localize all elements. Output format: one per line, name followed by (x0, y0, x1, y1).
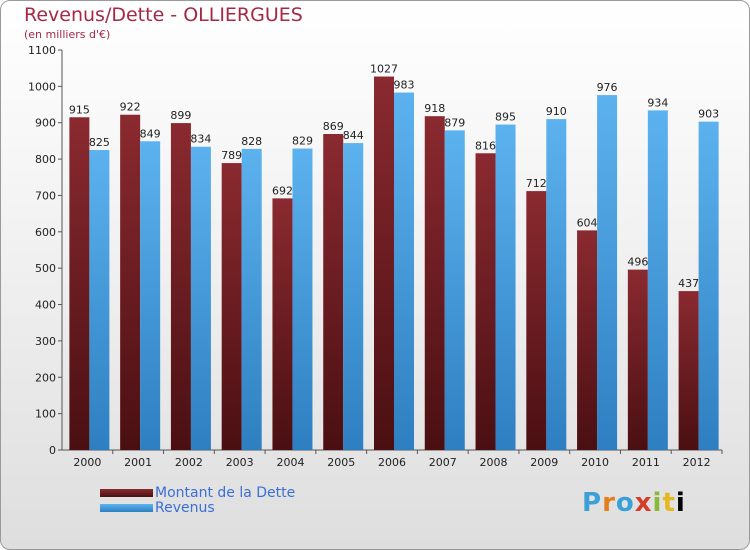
bar-revenue (241, 148, 262, 450)
legend-swatch-revenue (100, 504, 153, 512)
bar-debt (170, 123, 191, 450)
bar-revenue (190, 146, 211, 450)
data-label-debt: 604 (577, 216, 598, 229)
bar-debt (374, 76, 394, 450)
x-tick-label: 2002 (175, 456, 203, 469)
data-label-revenue: 829 (292, 135, 313, 148)
x-tick-label: 2007 (429, 456, 457, 469)
data-label-debt: 692 (272, 184, 293, 197)
bar-debt (577, 230, 598, 450)
y-tick-label: 200 (35, 371, 56, 384)
data-label-revenue: 934 (647, 96, 668, 109)
bar-debt (475, 153, 496, 451)
bar-debt (678, 291, 699, 450)
x-tick-label: 2012 (683, 456, 711, 469)
chart-axes: 0 100 200 300 400 500 600 700 800 900 1000 1100 2000… (28, 44, 723, 469)
bar-revenue (647, 110, 668, 450)
bar-debt (424, 116, 445, 450)
data-label-revenue: 844 (343, 129, 364, 142)
legend-label-debt: Montant de la Dette (155, 485, 296, 501)
bar-debt (526, 191, 547, 450)
x-tick-label: 2009 (530, 456, 558, 469)
chart-title: Revenus/Dette - OLLIERGUES (24, 4, 303, 26)
data-label-revenue: 983 (394, 79, 415, 92)
data-label-debt: 899 (170, 109, 191, 122)
bar-debt (627, 269, 648, 450)
x-tick-label: 2005 (327, 456, 355, 469)
y-tick-label: 1000 (28, 80, 56, 93)
y-tick-label: 1100 (28, 44, 56, 57)
data-label-debt: 918 (424, 102, 445, 115)
x-tick-label: 2004 (276, 456, 304, 469)
y-tick-label: 500 (35, 262, 56, 275)
bar-revenue (597, 95, 618, 450)
bar-debt (120, 114, 141, 451)
bar-debt (69, 117, 90, 450)
y-tick-label: 800 (35, 153, 56, 166)
bar-debt (323, 134, 344, 450)
data-label-debt: 816 (475, 139, 496, 152)
data-label-revenue: 825 (89, 136, 110, 149)
x-tick-label: 2006 (378, 456, 406, 469)
y-tick-label: 0 (49, 444, 56, 457)
data-label-debt: 437 (678, 277, 699, 290)
bar-debt (272, 198, 293, 450)
x-tick-label: 2000 (73, 456, 101, 469)
legend-label-revenue: Revenus (155, 500, 215, 516)
data-label-debt: 496 (627, 256, 648, 269)
data-label-revenue: 910 (546, 105, 567, 118)
bar-revenue (444, 130, 465, 450)
bar-revenue (140, 141, 161, 451)
x-tick-label: 2011 (632, 456, 660, 469)
proxiti-logo: Proxiti (582, 488, 686, 518)
x-tick-label: 2010 (581, 456, 609, 469)
y-tick-label: 600 (35, 226, 56, 239)
bar-revenue (698, 121, 719, 451)
bar-revenue (343, 143, 364, 450)
data-label-debt: 789 (221, 149, 242, 162)
data-label-revenue: 895 (495, 111, 516, 124)
chart-subtitle: (en milliers d'€) (24, 28, 111, 41)
data-label-revenue: 903 (698, 108, 719, 121)
data-label-revenue: 834 (190, 133, 211, 146)
data-label-debt: 712 (526, 177, 547, 190)
data-label-debt: 869 (323, 120, 344, 133)
x-tick-label: 2003 (226, 456, 254, 469)
y-tick-label: 700 (35, 189, 56, 202)
x-tick-label: 2008 (480, 456, 508, 469)
data-label-debt: 922 (120, 101, 141, 114)
y-tick-label: 300 (35, 335, 56, 348)
y-tick-label: 400 (35, 299, 56, 312)
bar-revenue (546, 119, 567, 450)
data-label-revenue: 828 (241, 135, 262, 148)
data-label-debt: 1027 (370, 63, 398, 76)
bar-revenue (292, 148, 313, 450)
data-label-debt: 915 (69, 103, 90, 116)
chart-bars (69, 76, 719, 451)
y-tick-label: 900 (35, 117, 56, 130)
x-tick-label: 2001 (124, 456, 152, 469)
legend-swatch-debt (100, 489, 153, 497)
data-label-revenue: 879 (444, 116, 465, 129)
y-tick-label: 100 (35, 408, 56, 421)
data-label-revenue: 849 (140, 127, 161, 140)
bar-revenue (394, 92, 414, 450)
bar-revenue (495, 124, 516, 450)
bar-revenue (89, 150, 110, 450)
data-label-revenue: 976 (597, 81, 618, 94)
bar-debt (221, 163, 242, 450)
